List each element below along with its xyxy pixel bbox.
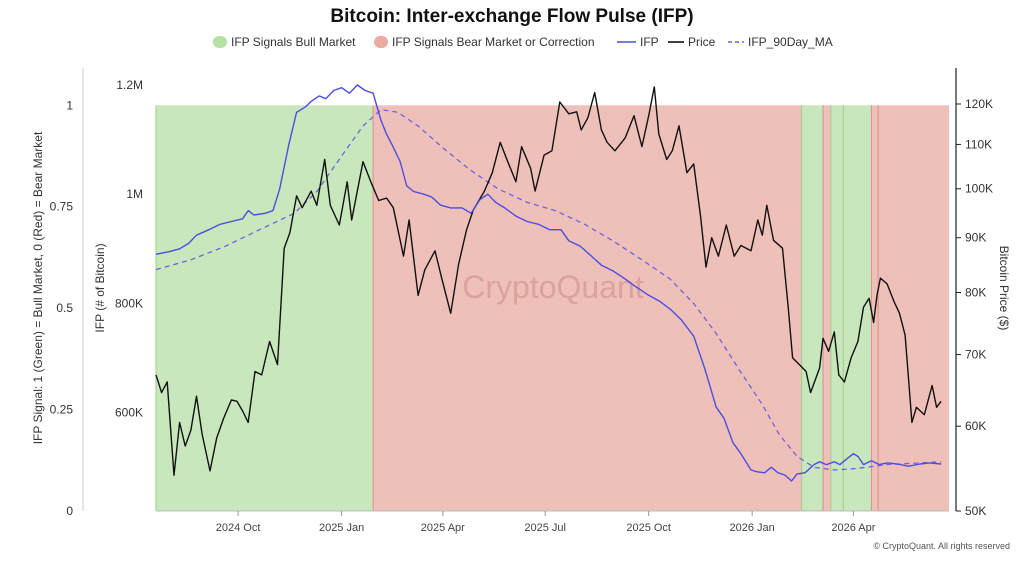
signal-regions — [155, 105, 949, 512]
x-tick-label: 2026 Apr — [831, 522, 875, 534]
legend-ifp-label: IFP — [640, 35, 659, 49]
series-line-price — [155, 86, 942, 476]
bull-region — [801, 105, 824, 512]
axes-layer: 0 0.25 0.5 0.75 1 600K 800K 1M 1.2M 50K 60K 70K 80K 9… — [50, 68, 993, 534]
ifp-tick-label: 800K — [115, 296, 143, 310]
series-line-ifp — [155, 84, 942, 482]
bear-region — [373, 105, 802, 512]
price-axis-label: Bitcoin Price ($) — [997, 246, 1011, 331]
chart-title: Bitcoin: Inter-exchange Flow Pulse (IFP) — [330, 6, 693, 27]
price-tick-label: 70K — [965, 348, 986, 362]
price-tick-label: 100K — [965, 182, 993, 196]
series-layer — [155, 84, 942, 482]
price-tick-label: 110K — [965, 137, 992, 151]
price-tick-label: 90K — [965, 231, 986, 245]
legend-ma-label: IFP_90Day_MA — [748, 35, 833, 49]
price-tick-label: 60K — [965, 419, 986, 433]
ifp-tick-label: 600K — [115, 406, 143, 420]
ifp-tick-label: 1M — [126, 187, 143, 201]
ifp-axis-label: IFP (# of Bitcoin) — [93, 243, 107, 332]
x-tick-label: 2025 Jan — [319, 522, 364, 534]
bear-region — [878, 105, 949, 512]
legend-bull-label: IFP Signals Bull Market — [231, 35, 356, 49]
signal-tick-label: 0.75 — [50, 200, 74, 214]
signal-tick-label: 0 — [66, 504, 73, 518]
bull-region — [843, 105, 872, 512]
legend: IFP Signals Bull Market IFP Signals Bear… — [213, 35, 833, 49]
x-tick-label: 2025 Oct — [626, 522, 671, 534]
price-tick-label: 80K — [965, 285, 986, 299]
watermark: CryptoQuant — [462, 269, 644, 305]
x-tick-label: 2025 Apr — [421, 522, 465, 534]
price-tick-label: 50K — [965, 504, 986, 518]
price-tick-label: 120K — [965, 97, 993, 111]
copyright: © CryptoQuant. All rights reserved — [873, 541, 1010, 551]
series-line-ifp-90day-ma — [155, 108, 942, 471]
legend-price-label: Price — [688, 35, 716, 49]
legend-bear-swatch — [374, 36, 388, 48]
bear-region — [823, 105, 831, 512]
signal-tick-label: 0.5 — [56, 301, 73, 315]
bull-region — [830, 105, 844, 512]
legend-bear-label: IFP Signals Bear Market or Correction — [392, 35, 595, 49]
signal-tick-label: 0.25 — [50, 403, 74, 417]
legend-bull-swatch — [213, 36, 227, 48]
x-tick-label: 2024 Oct — [216, 522, 261, 534]
bull-region — [156, 105, 374, 512]
x-tick-label: 2026 Jan — [730, 522, 775, 534]
signal-tick-label: 1 — [66, 98, 73, 112]
ifp-tick-label: 1.2M — [116, 78, 143, 92]
signal-axis-label: IFP Signal: 1 (Green) = Bull Market, 0 (… — [31, 131, 45, 444]
x-tick-label: 2025 Jul — [524, 522, 566, 534]
